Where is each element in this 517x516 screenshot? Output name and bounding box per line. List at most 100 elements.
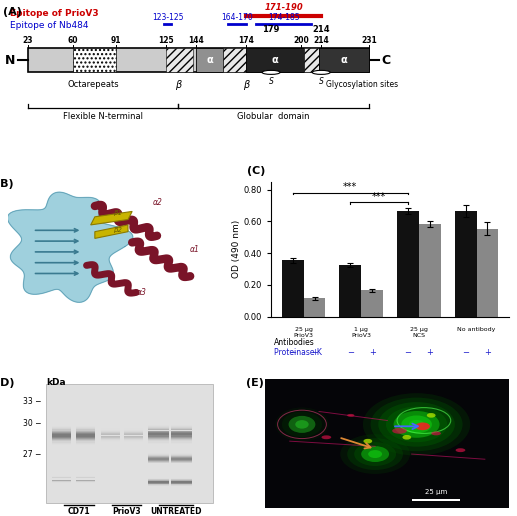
Bar xyxy=(171,443,192,444)
Bar xyxy=(223,48,246,72)
Bar xyxy=(171,461,192,462)
Bar xyxy=(148,480,169,481)
Bar xyxy=(148,481,169,482)
Text: −: − xyxy=(462,348,469,358)
Circle shape xyxy=(427,413,436,417)
Bar xyxy=(52,444,71,445)
Text: 23: 23 xyxy=(23,36,33,45)
Bar xyxy=(148,425,169,426)
Bar xyxy=(171,463,192,464)
Bar xyxy=(52,432,71,433)
Bar xyxy=(52,436,71,437)
Bar xyxy=(52,431,71,432)
Bar xyxy=(303,48,318,72)
Bar xyxy=(125,433,143,434)
Bar xyxy=(75,428,95,429)
Bar xyxy=(28,48,369,72)
Bar xyxy=(52,428,71,429)
Text: (B): (B) xyxy=(0,179,14,189)
Bar xyxy=(171,483,192,484)
Text: +: + xyxy=(311,348,318,358)
Bar xyxy=(148,439,169,440)
Bar xyxy=(397,211,419,317)
Text: 91: 91 xyxy=(110,36,121,45)
Ellipse shape xyxy=(275,407,329,441)
Bar xyxy=(148,432,169,433)
Bar xyxy=(171,441,192,443)
Bar xyxy=(166,48,193,72)
Bar xyxy=(171,436,192,437)
Text: Proteinase K: Proteinase K xyxy=(273,348,322,358)
Ellipse shape xyxy=(378,402,455,447)
Text: −: − xyxy=(404,348,412,358)
Bar xyxy=(171,440,192,441)
Text: 174-185: 174-185 xyxy=(268,13,299,22)
Bar xyxy=(125,436,143,437)
Bar xyxy=(282,260,303,317)
Bar xyxy=(246,48,303,72)
Bar xyxy=(148,482,169,483)
Bar xyxy=(148,440,169,441)
Text: β1: β1 xyxy=(114,211,123,217)
Bar xyxy=(412,498,461,501)
Ellipse shape xyxy=(368,450,382,458)
Ellipse shape xyxy=(409,420,424,429)
Bar xyxy=(75,438,95,439)
Text: S: S xyxy=(269,77,273,86)
Text: (C): (C) xyxy=(247,166,265,176)
Text: 200: 200 xyxy=(293,36,309,45)
Bar xyxy=(148,483,169,484)
Ellipse shape xyxy=(371,398,463,451)
Text: β: β xyxy=(243,80,249,90)
Bar xyxy=(148,428,169,429)
Bar xyxy=(148,461,169,462)
Text: 164-170: 164-170 xyxy=(221,13,253,22)
Bar xyxy=(46,384,214,503)
Text: α2: α2 xyxy=(153,198,163,207)
Polygon shape xyxy=(8,192,133,302)
Text: Epitope of PrioV3: Epitope of PrioV3 xyxy=(10,9,99,18)
Bar xyxy=(125,434,143,436)
Bar xyxy=(101,440,120,441)
Bar xyxy=(75,429,95,430)
Circle shape xyxy=(262,70,280,74)
Bar xyxy=(171,437,192,438)
Bar xyxy=(52,481,71,482)
Text: +: + xyxy=(484,348,491,358)
Bar xyxy=(171,428,192,429)
Bar xyxy=(52,437,71,438)
Bar xyxy=(148,438,169,439)
Text: 27 −: 27 − xyxy=(23,449,42,459)
Bar xyxy=(75,439,95,440)
Text: C: C xyxy=(382,54,390,67)
Circle shape xyxy=(402,435,411,440)
Bar xyxy=(148,463,169,464)
Bar xyxy=(75,434,95,436)
Bar xyxy=(171,430,192,432)
Text: 125: 125 xyxy=(158,36,174,45)
Text: α1: α1 xyxy=(190,245,200,254)
Ellipse shape xyxy=(431,431,441,436)
Text: α3: α3 xyxy=(136,288,146,297)
Text: No antibody: No antibody xyxy=(458,327,496,332)
Bar xyxy=(148,429,169,430)
Ellipse shape xyxy=(340,434,410,474)
Bar xyxy=(148,437,169,438)
Text: (E): (E) xyxy=(246,378,264,388)
Ellipse shape xyxy=(392,428,407,434)
Bar xyxy=(339,265,361,317)
Y-axis label: OD (490 nm): OD (490 nm) xyxy=(232,220,240,278)
Bar xyxy=(75,480,95,481)
Ellipse shape xyxy=(282,412,322,437)
Bar xyxy=(171,459,192,460)
Bar xyxy=(148,460,169,461)
Text: ***: *** xyxy=(372,191,386,202)
Bar xyxy=(101,432,120,433)
Polygon shape xyxy=(90,212,132,225)
Bar xyxy=(52,482,71,483)
Ellipse shape xyxy=(401,415,432,433)
Bar xyxy=(52,429,71,430)
Bar xyxy=(148,455,169,456)
Circle shape xyxy=(312,70,330,74)
Bar xyxy=(125,441,143,442)
